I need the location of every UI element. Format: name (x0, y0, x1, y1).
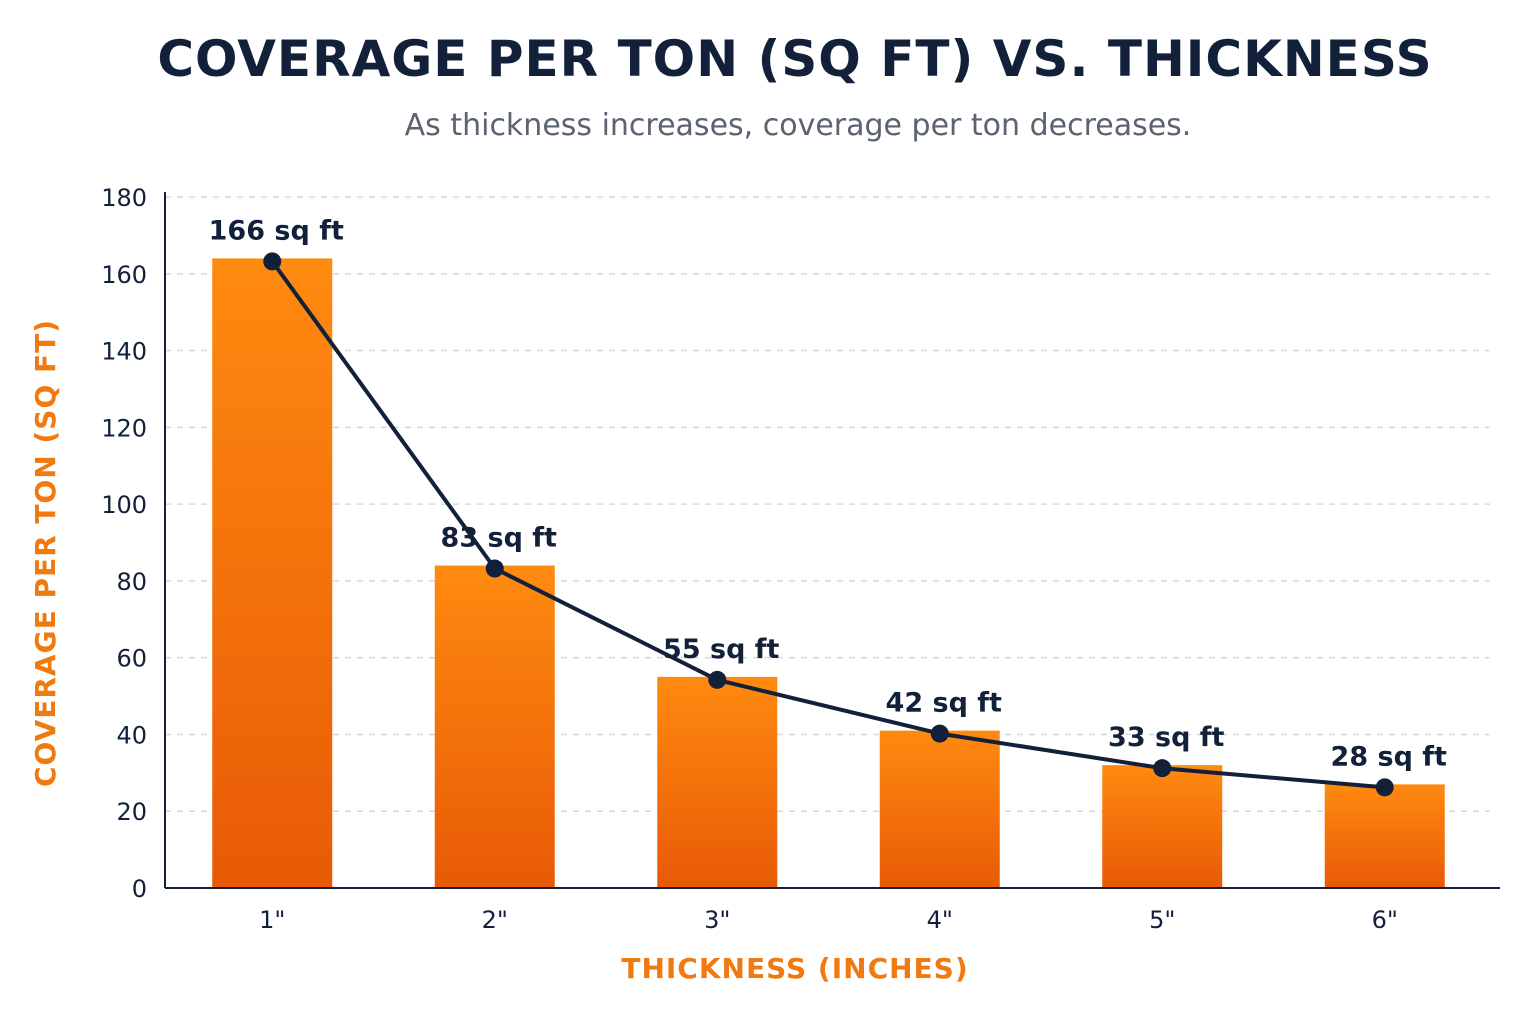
axes (164, 192, 1500, 889)
y-tick-label: 100 (101, 491, 147, 519)
trend-line (263, 252, 1394, 797)
x-tick-label: 4" (927, 906, 953, 934)
bar (879, 730, 1000, 888)
data-labels: 166 sq ft 83 sq ft 55 sq ft 42 sq ft 33 sq f… (209, 215, 1447, 772)
gridlines (165, 196, 1490, 812)
bar (212, 258, 333, 888)
y-tick-label: 60 (116, 645, 147, 673)
x-tick-label: 5" (1149, 906, 1175, 934)
data-label: 83 sq ft (441, 523, 558, 554)
trend-line-path (270, 259, 1387, 790)
data-label: 28 sq ft (1331, 741, 1448, 772)
y-tick-label: 140 (101, 338, 147, 366)
data-label: 42 sq ft (886, 688, 1003, 719)
data-point (1375, 778, 1394, 797)
x-tick-label: 2" (482, 906, 508, 934)
chart-title: COVERAGE PER TON (SQ FT) VS. THICKNESS (157, 30, 1433, 88)
bar (1102, 765, 1223, 888)
data-point (263, 252, 282, 271)
data-point (708, 670, 727, 689)
x-tick-label: 6" (1372, 906, 1398, 934)
bar (1324, 784, 1445, 888)
y-tick-label: 0 (132, 875, 147, 903)
y-tick-label: 120 (101, 414, 147, 442)
y-tick-label: 20 (116, 798, 147, 826)
bar (434, 565, 555, 888)
bar (657, 676, 778, 888)
y-tick-label: 40 (116, 721, 147, 749)
y-axis-title: COVERAGE PER TON (SQ FT) (29, 319, 62, 787)
bars (212, 258, 1445, 888)
chart-subtitle: As thickness increases, coverage per ton… (404, 108, 1192, 143)
data-point (930, 724, 949, 743)
x-tick-label: 1" (259, 906, 285, 934)
x-axis-title: THICKNESS (INCHES) (621, 952, 968, 985)
y-tick-label: 80 (116, 568, 147, 596)
y-tick-label: 160 (101, 261, 147, 289)
data-point (485, 559, 504, 578)
data-label: 55 sq ft (663, 634, 780, 665)
x-axis-ticks: 1" 2" 3" 4" 5" 6" (259, 906, 1398, 934)
data-label: 33 sq ft (1108, 722, 1225, 753)
y-tick-label: 180 (101, 184, 147, 212)
data-point (1153, 759, 1172, 778)
data-label: 166 sq ft (209, 215, 344, 246)
x-tick-label: 3" (704, 906, 730, 934)
y-axis-ticks: 0 20 40 60 80 100 120 140 160 180 (101, 184, 147, 903)
